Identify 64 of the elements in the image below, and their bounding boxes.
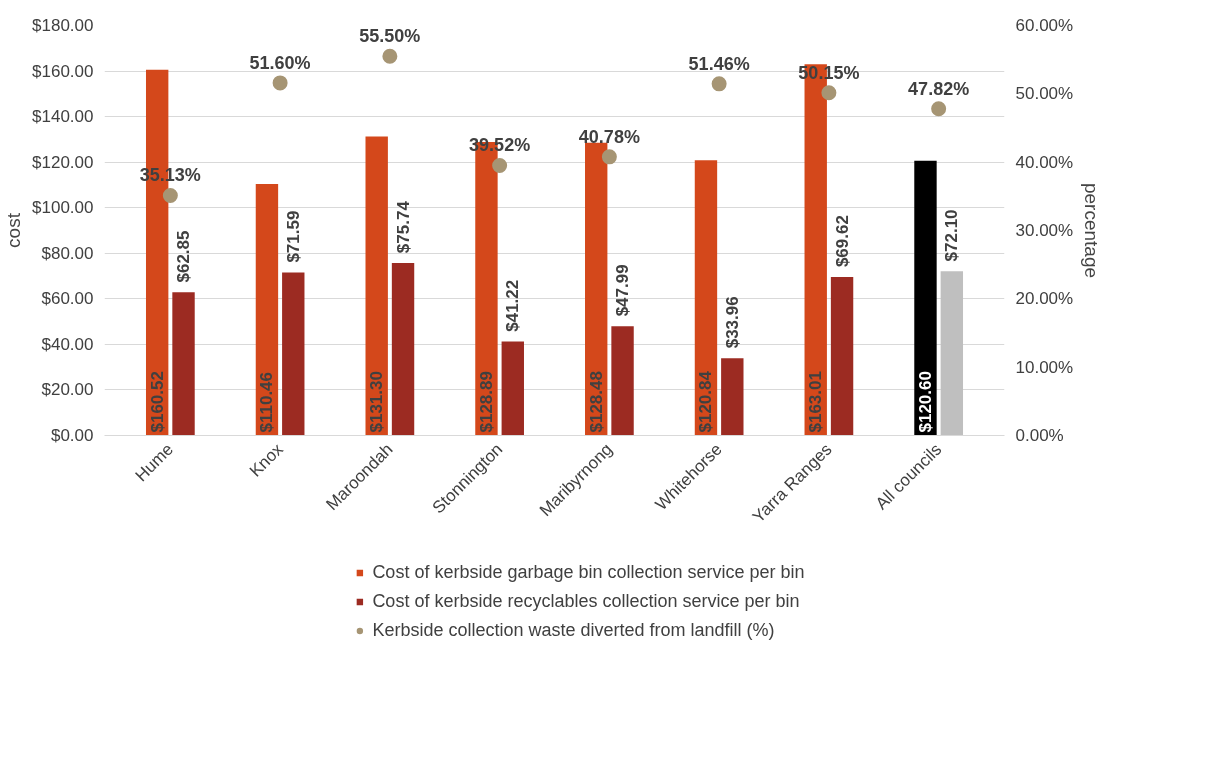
data-label: $128.48 <box>586 371 606 433</box>
bar <box>282 272 305 436</box>
legend-label: Cost of kerbside recyclables collection service per bin <box>372 590 800 612</box>
data-label: $47.99 <box>613 264 633 317</box>
y-tick-label: $120.00 <box>32 152 94 172</box>
y2-tick-label: 10.00% <box>1015 357 1074 377</box>
data-label: $120.60 <box>915 371 935 433</box>
y2-tick-label: 30.00% <box>1015 221 1074 240</box>
data-label: 40.78% <box>578 126 640 147</box>
point <box>162 187 178 203</box>
y2-axis-title: percentage <box>1081 182 1103 279</box>
y2-tick-label: 60.00% <box>1015 16 1074 35</box>
data-label: $33.96 <box>722 296 742 349</box>
y-tick-label: $20.00 <box>41 380 94 400</box>
y2-tick-label: 40.00% <box>1015 152 1074 172</box>
bar <box>172 292 195 436</box>
data-label: $41.22 <box>503 279 523 332</box>
bar <box>940 271 964 436</box>
data-label: 51.60% <box>249 52 311 73</box>
bar <box>501 341 524 436</box>
y-tick-label: $160.00 <box>32 61 94 81</box>
data-label: $160.52 <box>147 371 167 433</box>
y-tick-label: $40.00 <box>41 334 94 354</box>
data-label: $163.01 <box>806 371 826 433</box>
data-label: $75.74 <box>393 200 413 254</box>
point <box>711 76 727 92</box>
data-label: $128.89 <box>476 371 496 433</box>
bar <box>585 142 608 436</box>
y-tick-label: $0.00 <box>50 426 94 445</box>
y2-tick-label: 50.00% <box>1015 84 1074 104</box>
data-label: $69.62 <box>832 215 852 268</box>
data-label: 51.46% <box>688 53 750 74</box>
point <box>382 48 398 64</box>
bar <box>391 262 415 436</box>
bar <box>255 183 279 436</box>
legend-label: Kerbside collection waste diverted from landfill (%) <box>372 619 775 641</box>
bar <box>830 276 854 436</box>
y2-tick-label: 0.00% <box>1015 426 1064 445</box>
y-tick-label: $100.00 <box>32 198 94 218</box>
data-label: $71.59 <box>283 210 303 263</box>
y-tick-label: $80.00 <box>41 243 94 263</box>
point <box>492 157 508 173</box>
y-tick-label: $180.00 <box>32 16 94 35</box>
bar <box>721 358 744 436</box>
bar <box>611 326 634 436</box>
bar <box>914 160 937 436</box>
point <box>272 75 288 91</box>
point <box>931 101 947 117</box>
point <box>601 149 617 165</box>
point <box>821 85 837 101</box>
bar <box>365 136 388 436</box>
data-label: $120.84 <box>696 370 716 433</box>
legend-label: Cost of kerbside garbage bin collection service per bin <box>372 561 805 583</box>
y2-tick-label: 20.00% <box>1015 289 1074 309</box>
y-tick-label: $60.00 <box>41 289 94 309</box>
bar <box>694 160 718 436</box>
data-label: $62.85 <box>174 230 194 283</box>
data-label: $131.30 <box>367 371 387 433</box>
data-label: $72.10 <box>942 209 962 262</box>
data-label: 47.82% <box>908 78 970 99</box>
data-label: $110.46 <box>257 371 277 433</box>
y-axis-title: cost <box>3 212 25 248</box>
data-label: 55.50% <box>359 26 421 47</box>
y-tick-label: $140.00 <box>32 107 94 127</box>
